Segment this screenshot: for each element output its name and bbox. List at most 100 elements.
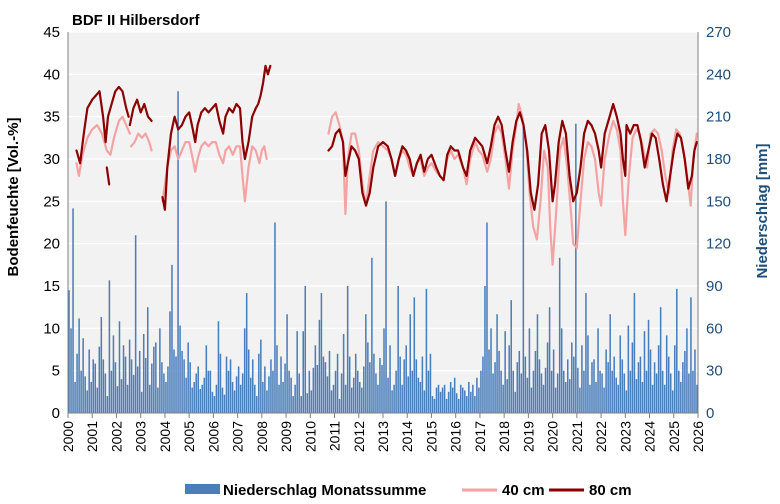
precip-bar <box>106 396 109 413</box>
precip-bar <box>387 377 389 413</box>
precip-bar <box>169 311 171 413</box>
precip-bar <box>577 367 579 413</box>
precip-bar <box>213 396 216 413</box>
precip-bar <box>336 353 339 413</box>
precip-bar <box>130 359 133 413</box>
precip-bar <box>233 390 236 413</box>
precip-bar <box>82 338 84 413</box>
precip-bar <box>692 370 694 413</box>
precip-bar <box>401 384 403 413</box>
legend-label-40cm: 40 cm <box>502 482 545 499</box>
precip-bar <box>601 373 603 413</box>
precip-bar <box>312 367 315 413</box>
precip-bar <box>298 373 300 413</box>
precip-bar <box>112 335 115 413</box>
precip-bar <box>110 370 113 413</box>
right-tick-label: 180 <box>706 151 731 168</box>
precip-bar <box>114 362 117 413</box>
precip-bar <box>611 370 613 413</box>
precip-bar <box>74 381 76 413</box>
precip-bar <box>199 389 202 413</box>
precip-bar <box>375 373 377 413</box>
precip-bar <box>682 362 684 413</box>
line-40cm <box>75 115 131 177</box>
precip-bar <box>676 288 678 413</box>
left-tick-label: 35 <box>43 109 60 126</box>
precip-bar <box>405 345 407 413</box>
x-tick-label: 2010 <box>302 421 318 452</box>
left-axis-tick-labels: 0 5 10 15 20 25 30 35 40 45 <box>43 24 60 422</box>
left-tick-label: 5 <box>52 363 60 380</box>
precip-bar <box>256 396 258 413</box>
precip-bar <box>332 384 335 413</box>
precip-bar <box>270 359 272 413</box>
precip-bar <box>225 356 228 413</box>
precip-bar <box>625 390 628 413</box>
precip-bar <box>603 387 605 413</box>
axes <box>67 32 699 418</box>
precip-bar <box>72 208 74 413</box>
precip-bar <box>635 379 638 413</box>
precip-bar <box>126 384 129 413</box>
precip-bar <box>579 387 581 413</box>
precip-bar <box>569 379 571 413</box>
precip-bar <box>249 377 252 413</box>
precip-bar <box>425 288 428 413</box>
precip-bar <box>290 377 292 413</box>
precip-bar <box>124 356 127 413</box>
x-tick-label: 2019 <box>520 421 536 452</box>
precip-bar <box>128 339 131 413</box>
precip-bar <box>556 373 559 413</box>
precip-bar <box>302 331 304 413</box>
x-tick-label: 2007 <box>230 421 246 452</box>
precip-bar <box>367 342 369 413</box>
precip-bar <box>292 396 294 413</box>
right-tick-label: 30 <box>706 363 723 380</box>
chart-title: BDF II Hilbersdorf <box>72 12 201 29</box>
precip-bar <box>530 387 533 413</box>
precip-bar <box>447 391 450 413</box>
precip-bar <box>552 349 555 413</box>
precip-bar <box>334 370 337 413</box>
precip-bar <box>637 362 640 413</box>
precip-bar <box>379 357 381 413</box>
right-tick-label: 270 <box>706 24 731 41</box>
line-80cm <box>128 98 153 127</box>
precip-bar <box>560 328 563 413</box>
precip-bar <box>696 384 698 413</box>
precip-bar <box>132 374 135 413</box>
line-40cm <box>129 132 153 152</box>
precip-bar <box>294 384 296 413</box>
precip-bar <box>377 384 379 413</box>
x-tick-label: 2022 <box>593 421 609 452</box>
precip-bar <box>361 387 363 413</box>
line-40cm <box>161 141 268 203</box>
precip-bar <box>80 370 82 413</box>
precip-bar <box>615 377 617 413</box>
precip-bar <box>562 370 565 413</box>
precip-bar <box>191 387 193 413</box>
precip-bar <box>431 396 434 413</box>
precip-bar <box>607 362 609 413</box>
precip-bar <box>542 384 545 413</box>
precip-bar <box>649 349 652 413</box>
precip-bar <box>415 359 418 413</box>
precip-bar <box>209 370 212 413</box>
precip-bar <box>365 314 367 413</box>
precip-bar <box>502 384 504 413</box>
precip-bar <box>195 373 197 413</box>
right-tick-label: 0 <box>706 405 714 422</box>
precip-bar <box>417 377 420 413</box>
right-tick-label: 240 <box>706 66 731 83</box>
precip-bar <box>657 345 660 413</box>
precip-bar <box>476 377 478 413</box>
precip-bar <box>470 391 472 413</box>
right-tick-label: 90 <box>706 278 723 295</box>
line-80cm <box>105 166 111 186</box>
precip-bar <box>510 300 512 413</box>
precip-bar <box>264 366 266 413</box>
x-tick-label: 2018 <box>496 421 512 452</box>
precip-bar <box>653 362 656 413</box>
precip-bar <box>78 318 80 413</box>
precip-bar <box>659 307 662 413</box>
